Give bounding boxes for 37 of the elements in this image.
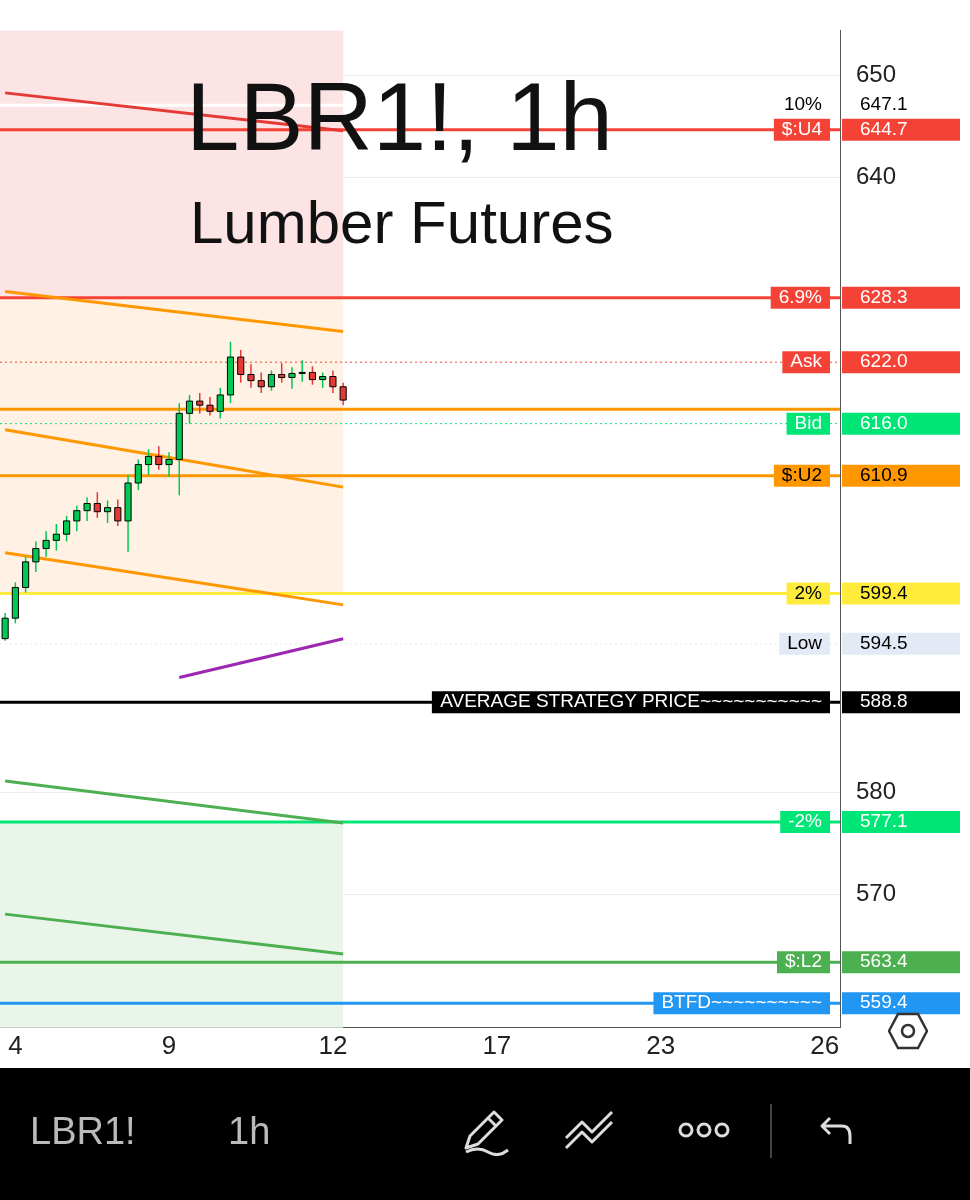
y-tick-label: 640 <box>856 162 897 190</box>
ref-line-label: 616.0 <box>860 411 908 433</box>
annotation: Bid <box>794 411 822 433</box>
ref-line-label: 577.1 <box>860 810 908 832</box>
ref-line-label: 610.9 <box>860 464 908 486</box>
annotation: -2% <box>788 810 823 832</box>
ref-line-label: 647.1 <box>860 93 908 115</box>
ref-line-label: 622.0 <box>860 350 908 372</box>
y-tick-label: 650 <box>856 60 897 88</box>
annotation: $:L2 <box>785 950 822 972</box>
annotation: Low <box>787 632 823 654</box>
annotation: Ask <box>790 350 823 372</box>
annotation: 10% <box>783 93 823 115</box>
ref-line-label: 563.4 <box>860 950 908 972</box>
ref-line-label: 628.3 <box>860 285 908 307</box>
text: 1h <box>228 1110 271 1153</box>
ref-line-label: 644.7 <box>860 117 908 139</box>
x-tick-label: 9 <box>161 1029 177 1060</box>
ref-line-label: 599.4 <box>860 581 908 603</box>
ref-line-label: 559.4 <box>860 991 908 1013</box>
x-tick-label: 4 <box>8 1029 23 1060</box>
annotation: AVERAGE STRATEGY PRICE~~~~~~~~~~~ <box>440 690 822 712</box>
annotation: $:U4 <box>781 117 823 139</box>
annotation: $:U2 <box>781 464 822 486</box>
text: LBR1! <box>30 1110 136 1153</box>
annotation: BTFD~~~~~~~~~~ <box>661 991 822 1013</box>
x-tick-label: 26 <box>810 1029 840 1060</box>
text: Lumber Futures <box>190 188 614 258</box>
annotation: 2% <box>794 581 823 603</box>
x-tick-label: 12 <box>318 1029 348 1060</box>
annotation: 6.9% <box>778 285 823 307</box>
x-tick-label: 17 <box>482 1029 512 1060</box>
ref-line-label: 594.5 <box>860 632 908 654</box>
y-tick-label: 580 <box>856 776 897 804</box>
y-tick-label: 570 <box>856 879 897 907</box>
x-tick-label: 23 <box>646 1029 676 1060</box>
ref-line-label: 588.8 <box>860 690 908 712</box>
